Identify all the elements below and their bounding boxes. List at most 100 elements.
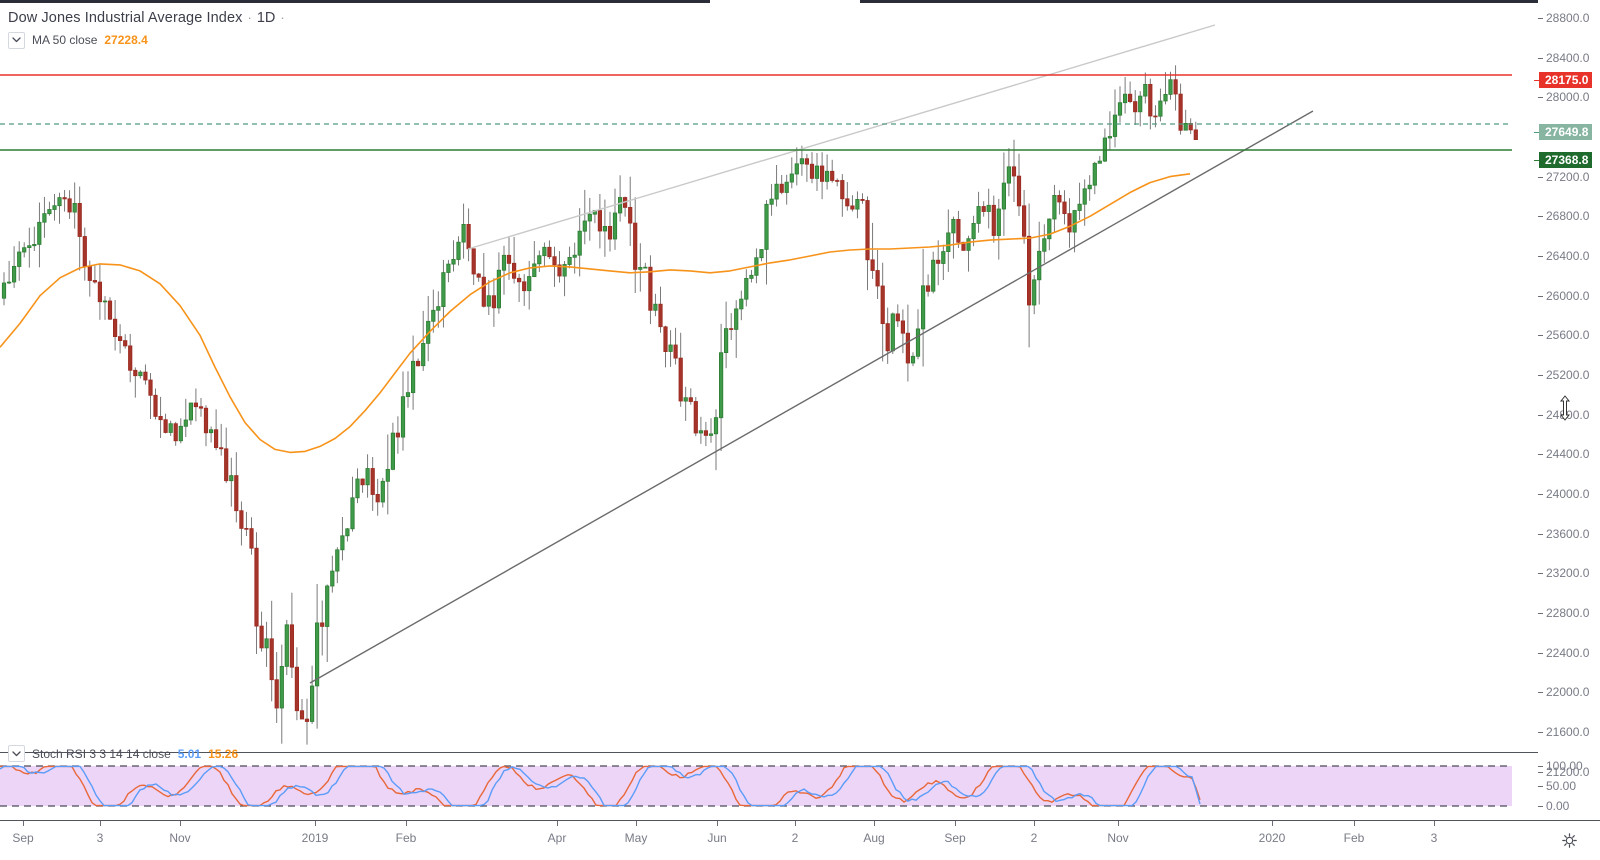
chevron-down-icon[interactable] xyxy=(8,31,25,49)
time-tick-label: 2019 xyxy=(301,831,329,845)
gear-icon[interactable] xyxy=(1538,821,1600,860)
time-tick-label: 2 xyxy=(1030,831,1038,845)
price-tick xyxy=(1538,57,1543,59)
time-tick xyxy=(1434,821,1435,826)
candlestick-series xyxy=(1,65,1198,745)
ma50-line xyxy=(0,173,1191,454)
price-tick-label: 28400.0 xyxy=(1546,50,1590,65)
time-tick xyxy=(557,821,558,826)
price-tick-label: 22400.0 xyxy=(1546,645,1590,660)
price-tick-label: 26000.0 xyxy=(1546,288,1590,303)
title-separator-2: · xyxy=(280,10,285,25)
price-tick xyxy=(1538,295,1543,297)
time-tick xyxy=(955,821,956,826)
badge-tick xyxy=(1534,79,1539,81)
osc-tick xyxy=(1538,786,1543,787)
time-tick-label: May xyxy=(624,831,648,845)
price-tick xyxy=(1538,414,1543,416)
time-tick xyxy=(1034,821,1035,826)
badge-tick xyxy=(1534,159,1539,161)
stoch-rsi-k-value: 5.01 xyxy=(177,746,202,761)
time-tick xyxy=(1272,821,1273,826)
time-tick xyxy=(1354,821,1355,826)
price-chart-pane[interactable] xyxy=(0,3,1512,752)
stoch-rsi-d-line xyxy=(0,765,1201,807)
time-tick-label: Feb xyxy=(1343,831,1365,845)
time-tick xyxy=(100,821,101,826)
stoch-rsi-label[interactable]: Stoch RSI 3 3 14 14 close xyxy=(32,746,171,761)
price-tick-label: 27200.0 xyxy=(1546,169,1590,184)
price-tick xyxy=(1538,494,1543,496)
price-tick xyxy=(1538,216,1543,218)
lower-trendline xyxy=(309,110,1314,684)
stoch-rsi-legend: Stoch RSI 3 3 14 14 close 5.01 15.26 xyxy=(8,745,238,762)
time-tick-label: 3 xyxy=(96,831,104,845)
chevron-down-icon[interactable] xyxy=(8,745,25,762)
time-tick-label: Sep xyxy=(12,831,34,845)
price-tick-label: 26400.0 xyxy=(1546,248,1590,263)
price-tick xyxy=(1538,692,1543,694)
time-axis-divider xyxy=(0,820,1600,821)
interval-label[interactable]: 1D xyxy=(256,9,276,26)
stoch-rsi-pane[interactable] xyxy=(0,753,1512,820)
price-badge-resistance[interactable]: 28175.0 xyxy=(1534,71,1593,88)
time-tick-label: Jun xyxy=(707,831,727,845)
time-tick-label: Apr xyxy=(547,831,567,845)
price-tick xyxy=(1538,573,1543,575)
time-tick xyxy=(180,821,181,826)
price-tick-label: 21200.0 xyxy=(1546,764,1590,779)
time-tick-label: 3 xyxy=(1430,831,1438,845)
ma-indicator-legend-row: MA 50 close 27228.4 xyxy=(8,31,285,49)
time-tick-label: 2020 xyxy=(1258,831,1286,845)
price-tick xyxy=(1538,613,1543,615)
price-tick-label: 23200.0 xyxy=(1546,566,1590,581)
price-tick-label: 28800.0 xyxy=(1546,10,1590,25)
price-tick-label: 22000.0 xyxy=(1546,685,1590,700)
time-tick-label: Sep xyxy=(944,831,966,845)
price-tick-label: 28000.0 xyxy=(1546,90,1590,105)
price-tick-label: 23600.0 xyxy=(1546,526,1590,541)
time-tick xyxy=(1118,821,1119,826)
osc-tick-label: 100.00 xyxy=(1546,759,1583,773)
osc-tick-label: 50.00 xyxy=(1546,779,1577,793)
price-tick-label: 24000.0 xyxy=(1546,487,1590,502)
ma-indicator-label[interactable]: MA 50 close xyxy=(32,33,98,47)
time-tick xyxy=(315,821,316,826)
window-chrome-left xyxy=(0,0,710,3)
time-tick xyxy=(636,821,637,826)
osc-tick xyxy=(1538,806,1543,807)
title-separator: · xyxy=(247,10,252,25)
chart-legend: Dow Jones Industrial Average Index · 1D … xyxy=(8,8,285,49)
price-tick-label: 22800.0 xyxy=(1546,606,1590,621)
time-tick-label: Aug xyxy=(863,831,885,845)
time-tick-label: Nov xyxy=(169,831,191,845)
price-scale[interactable]: 28800.0 28400.0 28000.0 27200.0 26800.0 26400… xyxy=(1534,0,1600,820)
overbought-oversold-band xyxy=(0,766,1512,806)
stoch-rsi-d-value: 15.26 xyxy=(208,746,239,761)
price-tick-label: 21600.0 xyxy=(1546,725,1590,740)
symbol-title-row: Dow Jones Industrial Average Index · 1D … xyxy=(8,8,285,27)
price-tick-label: 25200.0 xyxy=(1546,368,1590,383)
price-tick xyxy=(1538,335,1543,337)
price-tick xyxy=(1538,17,1543,19)
osc-tick xyxy=(1538,766,1543,767)
time-tick xyxy=(717,821,718,826)
price-tick xyxy=(1538,454,1543,456)
price-tick xyxy=(1538,176,1543,178)
price-badge-support[interactable]: 27368.8 xyxy=(1534,151,1593,168)
price-tick xyxy=(1538,771,1543,773)
time-scale[interactable]: Sep 3 Nov 2019 Feb Apr May Jun 2 Aug Sep 2 Nov 2020 Fe… xyxy=(0,821,1538,860)
price-tick-label: 25600.0 xyxy=(1546,328,1590,343)
time-tick xyxy=(874,821,875,826)
stoch-rsi-k-line xyxy=(0,765,1201,807)
window-chrome-right xyxy=(860,0,1600,3)
price-tick xyxy=(1538,375,1543,377)
page-title: Dow Jones Industrial Average Index xyxy=(8,9,243,26)
time-tick xyxy=(795,821,796,826)
badge-tick xyxy=(1534,131,1539,133)
price-badge-last-price[interactable]: 27649.8 xyxy=(1534,123,1593,140)
price-tick-label: 24400.0 xyxy=(1546,447,1590,462)
pane-divider xyxy=(0,752,1538,753)
upper-trendline xyxy=(467,24,1216,250)
